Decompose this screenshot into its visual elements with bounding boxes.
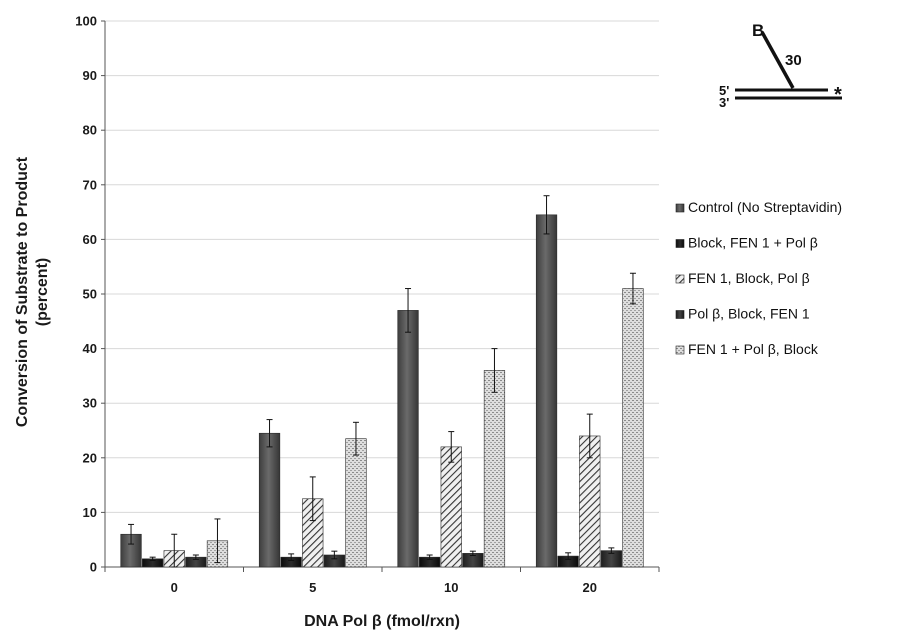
legend-label: Pol β, Block, FEN 1 bbox=[688, 306, 810, 322]
x-axis-title: DNA Pol β (fmol/rxn) bbox=[304, 613, 460, 630]
y-tick-label: 60 bbox=[83, 232, 97, 247]
biotin-label: B bbox=[752, 21, 764, 40]
bar bbox=[622, 288, 644, 568]
flap-strand bbox=[760, 31, 795, 89]
y-tick-label: 10 bbox=[83, 505, 97, 520]
substrate-diagram: B 30 5' 3' * bbox=[719, 21, 842, 110]
y-tick-label: 90 bbox=[83, 68, 97, 83]
y-tick-label: 100 bbox=[75, 14, 97, 29]
legend-swatch bbox=[675, 345, 685, 355]
x-tick-label: 5 bbox=[309, 580, 316, 595]
bar bbox=[440, 446, 462, 568]
y-tick-label: 40 bbox=[83, 341, 97, 356]
legend-label: FEN 1, Block, Pol β bbox=[688, 270, 810, 286]
y-tick-label: 80 bbox=[83, 123, 97, 138]
label-marker: * bbox=[834, 84, 842, 106]
x-tick-label: 10 bbox=[444, 580, 458, 595]
y-axis-ticks: 0 10 20 30 40 50 60 70 80 90 100 bbox=[75, 14, 105, 575]
y-axis-title-line1: Conversion of Substrate to Product bbox=[14, 156, 31, 427]
bar bbox=[483, 370, 506, 568]
y-tick-label: 0 bbox=[90, 560, 97, 575]
bar bbox=[258, 432, 281, 568]
three-prime-label: 3' bbox=[719, 95, 729, 110]
legend: Control (No Streptavidin) Block, FEN 1 + … bbox=[675, 199, 842, 357]
legend-label: FEN 1 + Pol β, Block bbox=[688, 341, 819, 357]
x-tick-label: 20 bbox=[583, 580, 597, 595]
y-tick-label: 30 bbox=[83, 396, 97, 411]
legend-label: Block, FEN 1 + Pol β bbox=[688, 235, 818, 251]
legend-swatch bbox=[675, 310, 685, 319]
legend-label: Control (No Streptavidin) bbox=[688, 199, 842, 215]
x-tick-label: 0 bbox=[171, 580, 178, 595]
bars bbox=[120, 195, 644, 568]
bar bbox=[397, 310, 419, 568]
gridlines bbox=[105, 20, 659, 513]
legend-swatch bbox=[675, 274, 685, 284]
y-tick-label: 20 bbox=[83, 450, 97, 465]
flap-length-label: 30 bbox=[785, 52, 802, 69]
bar bbox=[345, 438, 367, 568]
y-tick-label: 70 bbox=[83, 177, 97, 192]
legend-swatch bbox=[675, 203, 685, 213]
y-tick-label: 50 bbox=[83, 287, 97, 302]
bar bbox=[535, 214, 558, 568]
x-axis-ticks: 0 5 10 20 bbox=[104, 567, 660, 595]
five-prime-label: 5' bbox=[719, 83, 729, 98]
y-axis-title-line2: (percent) bbox=[34, 258, 51, 326]
legend-swatch bbox=[675, 239, 685, 248]
